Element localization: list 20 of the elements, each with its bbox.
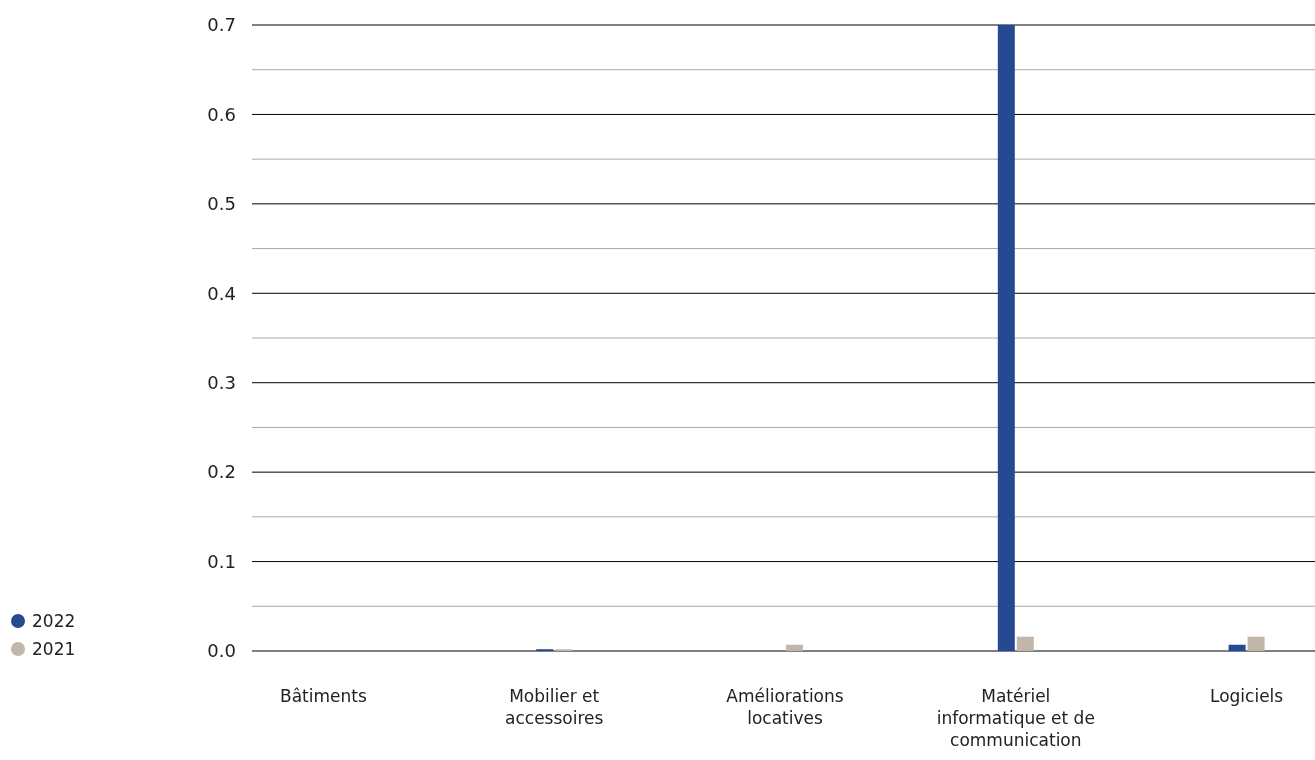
y-tick-label: 0.6 [207, 103, 236, 125]
bar [1228, 644, 1246, 651]
bar [1247, 636, 1265, 651]
x-tick-label: Bâtiments [280, 686, 367, 706]
y-tick-label: 0.7 [207, 14, 236, 36]
y-tick-label: 0.1 [207, 550, 236, 572]
bar [786, 644, 803, 651]
legend-label: 2022 [32, 611, 76, 631]
x-tick-label: Matériel informatique et de communication [936, 686, 1095, 750]
legend-label: 2021 [32, 639, 76, 659]
y-tick-label: 0.4 [207, 282, 236, 304]
x-tick-label: Mobilier et accessoires [505, 686, 604, 728]
y-tick-label: 0.5 [207, 193, 236, 215]
y-tick-label: 0.3 [207, 371, 236, 393]
bar [997, 25, 1015, 651]
y-tick-label: 0.0 [207, 640, 236, 662]
x-tick-label: Améliorations locatives [726, 686, 844, 728]
x-tick-label: Logiciels [1210, 686, 1284, 706]
bar [1016, 636, 1034, 651]
y-tick-label: 0.2 [207, 461, 236, 483]
